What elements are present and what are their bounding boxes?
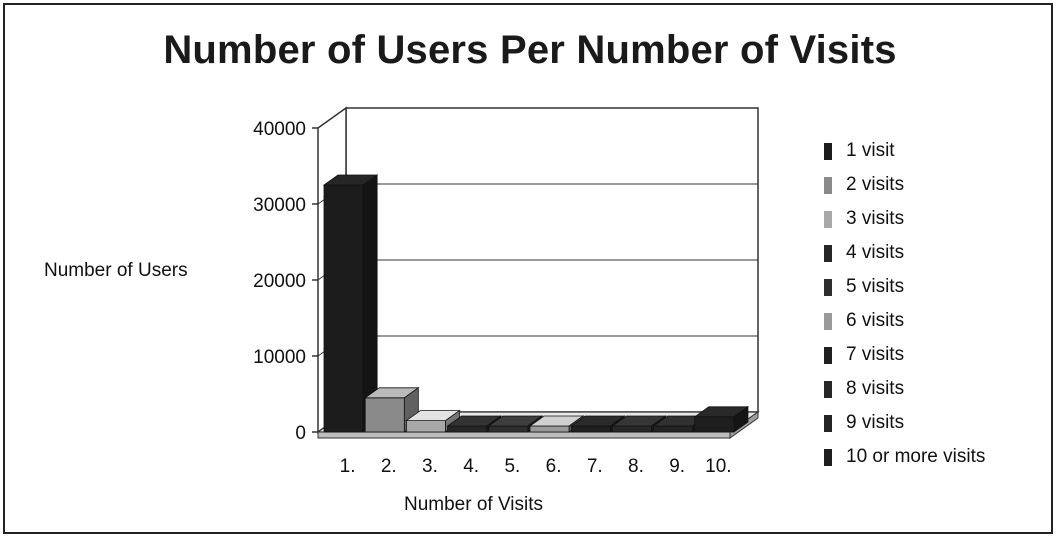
legend-item: 7 visits (824, 338, 985, 372)
legend-swatch (824, 414, 832, 432)
y-axis-label: Number of Users (44, 260, 188, 281)
y-tick-label: 0 (295, 423, 306, 444)
x-tick-label: 4. (463, 456, 479, 477)
x-tick-label: 7. (587, 456, 603, 477)
bar-side (733, 406, 749, 433)
legend-label: 8 visits (846, 378, 905, 399)
x-tick-label: 2. (381, 456, 397, 477)
legend-swatch (824, 244, 832, 262)
legend-item: 4 visits (824, 236, 985, 270)
bar (529, 425, 570, 433)
x-tick-label: 6. (546, 456, 562, 477)
legend-swatch (824, 448, 832, 466)
bar (653, 425, 694, 433)
legend-label: 5 visits (846, 276, 905, 297)
legend-item: 2 visits (824, 168, 985, 202)
x-tick-label: 5. (504, 456, 520, 477)
legend-label: 10 or more visits (846, 446, 986, 467)
bar (694, 416, 735, 433)
floor-edge (317, 431, 731, 439)
legend-swatch (824, 142, 832, 160)
legend-swatch (824, 380, 832, 398)
legend-label: 7 visits (846, 344, 905, 365)
legend-label: 2 visits (846, 174, 905, 195)
x-tick-label: 3. (422, 456, 438, 477)
legend: 1 visit 2 visits 3 visits 4 visits 5 visits 6… (824, 134, 985, 474)
legend-label: 6 visits (846, 310, 905, 331)
legend-swatch (824, 312, 832, 330)
bar (488, 425, 529, 433)
bar (447, 425, 488, 433)
legend-swatch (824, 278, 832, 296)
bar (570, 425, 611, 433)
bar (612, 425, 652, 433)
y-tick-label: 10000 (253, 347, 306, 368)
y-tick-label: 40000 (253, 119, 306, 140)
bar (323, 184, 364, 433)
legend-item: 1 visit (824, 134, 985, 168)
legend-label: 1 visit (846, 140, 895, 161)
legend-label: 3 visits (846, 208, 905, 229)
legend-item: 9 visits (824, 406, 985, 440)
legend-item: 8 visits (824, 372, 985, 406)
legend-swatch (824, 176, 832, 194)
legend-swatch (824, 210, 832, 228)
x-tick-label: 9. (669, 456, 685, 477)
bar (364, 397, 405, 433)
y-tick-label: 30000 (253, 195, 306, 216)
x-tick-label: 8. (628, 456, 644, 477)
y-tick-label: 20000 (253, 271, 306, 292)
legend-item: 6 visits (824, 304, 985, 338)
legend-item: 10 or more visits (824, 440, 985, 474)
chart-frame (3, 3, 1053, 534)
legend-swatch (824, 346, 832, 364)
legend-label: 9 visits (846, 412, 905, 433)
legend-item: 3 visits (824, 202, 985, 236)
bar (405, 420, 446, 433)
x-tick-label: 10. (705, 456, 731, 477)
chart-title: Number of Users Per Number of Visits (163, 28, 897, 72)
x-tick-label: 1. (340, 456, 356, 477)
legend-label: 4 visits (846, 242, 905, 263)
legend-item: 5 visits (824, 270, 985, 304)
x-axis-label: Number of Visits (404, 494, 544, 515)
